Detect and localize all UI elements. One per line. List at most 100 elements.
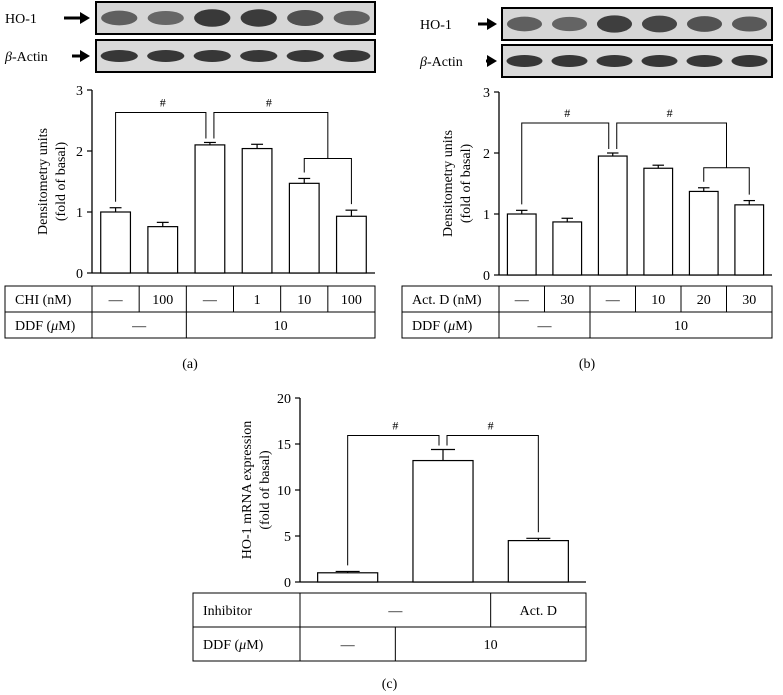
significance-label: # [488,419,494,433]
blot-protein-band [194,9,231,27]
bar [412,459,474,583]
condition-cell: — [202,293,218,308]
bar [734,204,765,276]
blot-control-band [551,55,588,67]
bar [507,539,569,583]
y-tick-label: 0 [483,269,490,284]
blot-protein-band [641,15,678,33]
blot-protein-band [333,10,370,26]
significance-bracket: # [521,106,610,205]
blot-control-band [193,50,231,62]
condition-label-unit: μ [50,319,58,334]
condition-label-prefix: DDF ( [15,319,52,334]
blot-protein-band [147,10,184,26]
y-tick-label: 3 [76,84,83,99]
bar [597,155,628,276]
blot-control-band [147,50,185,62]
blot-control-band [596,55,633,67]
y-tick-label: 0 [76,267,83,282]
condition-cell: 10 [651,293,665,308]
blot-control-beta: β [419,55,427,70]
condition-label-suffix: M) [246,638,263,653]
y-tick-label: 0 [284,576,291,591]
bar [552,221,583,276]
bar [147,226,179,274]
blot-control-label: β-Actin [4,50,48,65]
condition-label: DDF (μM) [203,638,264,653]
y-axis-label: Densitometry units [36,128,51,235]
panel-label: (c) [382,677,398,692]
significance-label: # [392,419,398,433]
significance-label: # [266,95,272,109]
y-axis-label: (fold of basal) [258,450,273,530]
y-tick-label: 10 [277,484,291,499]
bar [688,190,719,276]
blot-protein-band [101,10,138,26]
condition-cell: 10 [274,319,288,334]
blot-control-arrow-head [80,50,90,62]
condition-label-prefix: DDF ( [412,319,449,334]
significance-bracket: # [347,419,440,566]
condition-label: DDF (μM) [412,319,473,334]
significance-label: # [160,95,166,109]
y-tick-label: 15 [277,438,291,453]
y-tick-label: 2 [76,145,83,160]
bar [241,147,273,274]
bracket-line [521,122,610,205]
panel-c: 0 5 10 15 20 HO-1 mRNA expression (fold of bas… [192,392,587,692]
blot-protein-arrow-head [487,18,497,30]
condition-label-prefix: DDF ( [203,638,240,653]
condition-cell: — [131,319,147,334]
condition-cell: 30 [742,293,756,308]
blot-control-band [286,50,324,62]
y-axis-label: HO-1 mRNA expression [240,421,255,559]
condition-table: CHI (nM) — 100 — 1 10 100 DDF (μM) — 10 [4,285,376,339]
blot-protein-band [731,16,768,32]
y-tick-label: 2 [483,147,490,162]
y-tick-label: 1 [76,206,83,221]
blot-b: HO-1 β-Actin [419,7,773,78]
y-axis-label: (fold of basal) [459,144,474,224]
blot-protein-label: HO-1 [420,18,452,33]
bar [335,215,367,274]
condition-table: Inhibitor — Act. D DDF (μM) — 10 [192,592,587,662]
blot-control-actin: -Actin [12,50,48,65]
blot-protein-membrane [501,7,773,41]
bar [194,144,226,274]
bracket-line [616,122,727,168]
bar [506,213,537,276]
condition-label: Act. D (nM) [412,293,482,308]
blot-protein-band [287,10,324,26]
panel-label: (b) [579,357,596,372]
y-axis-label: Densitometry units [441,130,456,237]
condition-label-suffix: M) [455,319,472,334]
y-tick-label: 20 [277,392,291,407]
bracket-line [115,111,207,202]
condition-cell: 30 [560,293,574,308]
blot-control-membrane [95,39,376,73]
condition-cell: — [605,293,621,308]
blot-control-label: β-Actin [419,55,463,70]
blot-protein-band [506,16,543,32]
panel-b: 0 1 2 3 Densitometry units (fold of basal) # # A… [401,86,773,372]
condition-cell: 10 [484,638,498,653]
condition-cell: 10 [674,319,688,334]
condition-label: Inhibitor [203,604,252,619]
y-tick-label: 1 [483,208,490,223]
blot-control-band [641,55,678,67]
y-tick-label: 5 [284,530,291,545]
significance-bracket: # [213,95,352,205]
blot-control-band [686,55,723,67]
blot-protein-arrow-head [80,12,90,24]
condition-cell: — [514,293,530,308]
y-tick-label: 3 [483,86,490,101]
condition-label-suffix: M) [58,319,75,334]
significance-label: # [667,106,673,120]
blot-control-actin: -Actin [427,55,463,70]
condition-cell: 10 [297,293,311,308]
condition-cell: — [340,638,356,653]
blot-protein-label: HO-1 [5,12,37,27]
blot-control-band [506,55,543,67]
bracket-line [347,435,440,566]
